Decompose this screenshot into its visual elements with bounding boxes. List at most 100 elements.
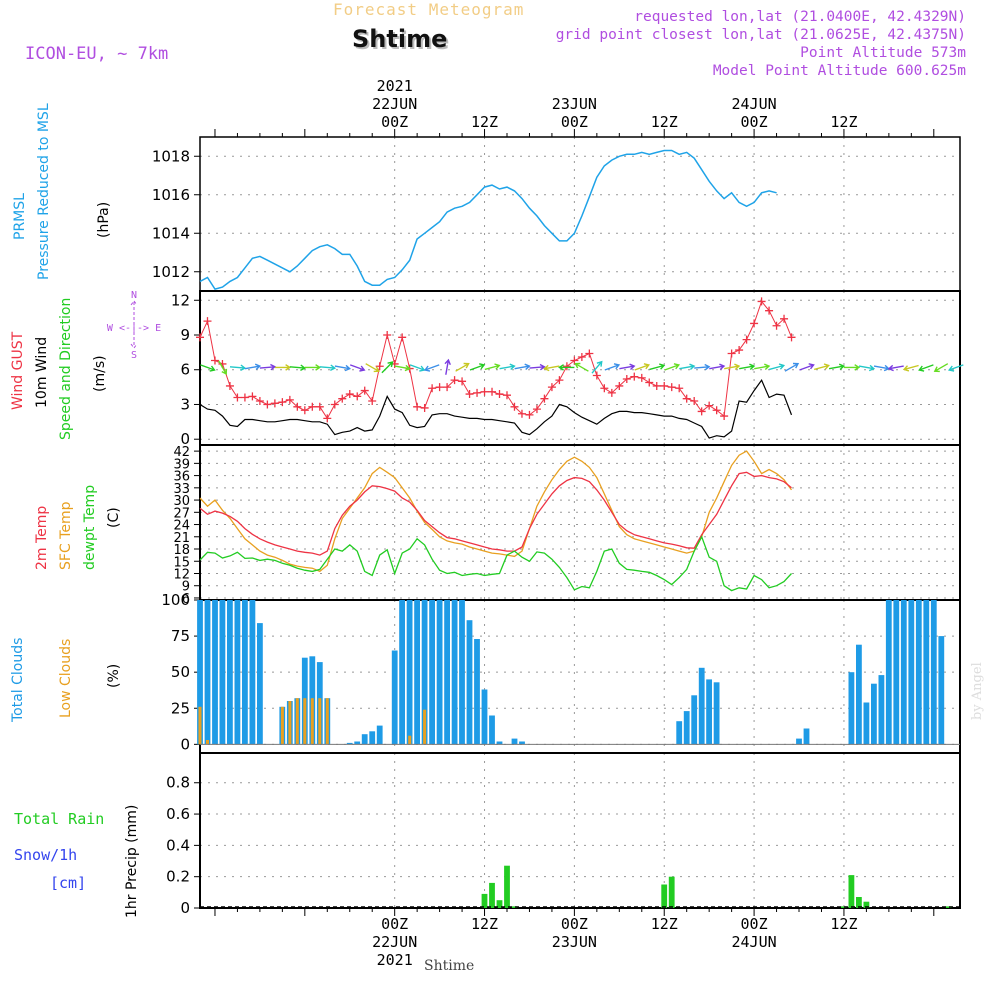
- wind-gust-point: [473, 388, 482, 397]
- wind-gust-point: [607, 388, 616, 397]
- wind-direction-arrow: [694, 363, 711, 371]
- wind-direction-arrow: [484, 363, 501, 371]
- model-label: ICON-EU, ~ 7km: [25, 44, 169, 64]
- pressure-unit-label: (hPa): [96, 202, 112, 238]
- footer-location: Shtime: [424, 958, 475, 974]
- wind-gust-point: [225, 381, 234, 390]
- total-clouds-bar: [481, 689, 488, 745]
- rain-bar: [661, 884, 668, 908]
- wind-direction-arrow: [381, 361, 394, 374]
- wind-direction-arrow: [423, 364, 440, 372]
- total-clouds-bar: [204, 600, 211, 745]
- total-clouds-bar: [915, 600, 922, 745]
- wind-direction-arrow: [619, 363, 636, 371]
- pressure-ylabel: Pressure Reduced to MSL: [36, 103, 52, 280]
- wind-direction-arrow: [409, 364, 426, 372]
- wind-gust-point: [240, 393, 249, 402]
- wind-direction-arrow: [679, 363, 696, 371]
- wind-gust-point: [338, 394, 347, 403]
- low-clouds-bar: [303, 698, 307, 745]
- y-tick-label: 24: [173, 519, 190, 534]
- wind-direction-arrow: [634, 363, 651, 371]
- wind-direction-arrow: [814, 363, 830, 371]
- wind-gust-point: [727, 349, 736, 358]
- wind-direction-arrow: [244, 363, 262, 371]
- total-rain-label: Total Rain: [14, 810, 104, 828]
- y-tick-label: 30: [173, 494, 190, 509]
- time-label-bottom: 23JUN: [552, 933, 597, 951]
- total-clouds-bar: [706, 679, 712, 745]
- requested-coords: requested lon,lat (21.0400E, 42.4329N): [634, 9, 966, 25]
- wind-direction-arrow: [784, 362, 800, 372]
- y-tick-label: 50: [171, 663, 190, 681]
- wind-gust-point: [525, 410, 534, 419]
- wind-direction-arrow: [543, 364, 560, 372]
- low-clouds-bar: [423, 709, 427, 745]
- wind-gust-point: [780, 314, 789, 323]
- wind-gust-point: [465, 390, 474, 399]
- y-tick-label: 1018: [152, 147, 190, 165]
- wind-direction-arrow: [724, 363, 741, 371]
- y-tick-label: 0: [180, 735, 190, 753]
- wind-direction-arrow: [933, 363, 949, 373]
- y-tick-label: 1014: [152, 224, 190, 242]
- wind-direction-arrow: [664, 363, 681, 371]
- y-tick-label: 1016: [152, 186, 190, 204]
- wind-direction-arrow: [709, 363, 726, 371]
- total-clouds-bar: [713, 682, 720, 745]
- temp-dewpt-ylabel: dewpt Temp: [82, 485, 98, 570]
- low-clouds-bar: [288, 701, 292, 745]
- wind-gust-point: [428, 384, 437, 393]
- wind-speed-line: [199, 378, 793, 439]
- y-tick-label: 9: [182, 580, 190, 595]
- wind-gust-point: [315, 402, 324, 411]
- wind-gust-point: [600, 384, 609, 393]
- total-clouds-bar: [227, 600, 233, 745]
- total-clouds-bar: [871, 683, 877, 745]
- wind-gust-point: [278, 398, 287, 407]
- time-label-top: 2021: [377, 77, 413, 95]
- low-clouds-bar: [325, 698, 329, 745]
- wind-gust-point: [480, 387, 489, 396]
- wind-gust-point: [458, 377, 467, 386]
- wind-gust-ylabel: Wind GUST: [10, 331, 26, 410]
- wind-gust-point: [233, 393, 242, 402]
- total-clouds-bar: [683, 711, 690, 745]
- total-clouds-bar: [212, 600, 218, 745]
- total-clouds-ylabel: Total Clouds: [10, 638, 26, 723]
- wind-gust-point: [585, 349, 594, 358]
- time-label-top: 12Z: [830, 113, 857, 131]
- total-clouds-bar: [399, 600, 405, 745]
- y-tick-label: 9: [180, 326, 190, 344]
- total-clouds-bar: [466, 620, 473, 745]
- time-label-bottom: 00Z: [741, 915, 768, 933]
- low-clouds-bar: [198, 706, 202, 745]
- wind-gust-point: [765, 306, 774, 315]
- rain-bar: [668, 876, 675, 908]
- total-clouds-bar: [444, 600, 450, 745]
- y-tick-label: 12: [173, 567, 190, 582]
- wind-direction-arrow: [514, 363, 531, 371]
- wind-direction-arrow: [887, 364, 904, 372]
- y-tick-label: 0.2: [166, 868, 190, 886]
- wind-direction-arrow: [259, 363, 277, 371]
- total-clouds-bar: [900, 600, 907, 745]
- wind-unit-label: (m/s): [92, 355, 108, 392]
- wind-direction-arrow: [455, 362, 470, 372]
- wind-gust-point: [637, 373, 646, 382]
- wind-gust-point: [772, 321, 781, 330]
- y-tick-label: 18: [173, 543, 190, 558]
- wind-gust-point: [210, 356, 219, 365]
- wind-gust-point: [697, 407, 706, 416]
- time-label-bottom: 12Z: [830, 915, 857, 933]
- total-clouds-bar: [519, 741, 525, 745]
- wind-direction-arrow: [200, 364, 216, 372]
- y-tick-label: 0: [180, 899, 190, 917]
- snow-unit-label: [cm]: [50, 874, 86, 892]
- total-clouds-bar: [676, 721, 683, 745]
- rain-bar: [489, 882, 495, 908]
- total-clouds-bar: [885, 600, 892, 745]
- wind-direction-arrow: [591, 360, 603, 374]
- wind-gust-point: [435, 383, 444, 392]
- total-clouds-bar: [376, 725, 383, 745]
